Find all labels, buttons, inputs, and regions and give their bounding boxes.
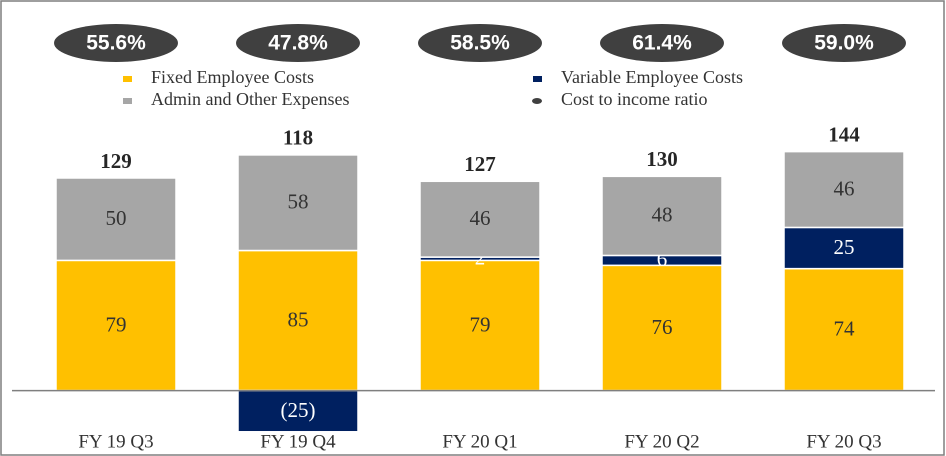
value-label: 79 [470, 312, 491, 336]
bar-segment [783, 150, 905, 229]
x-tick-label: FY 19 Q4 [260, 431, 336, 452]
legend-marker [533, 76, 542, 82]
bar-segment [237, 389, 359, 433]
ratio-marker [782, 24, 906, 62]
bar-segment [55, 177, 177, 262]
value-label: 76 [652, 315, 673, 339]
value-label: 79 [106, 312, 127, 336]
ratio-marker [600, 24, 724, 62]
legend-marker [123, 98, 132, 104]
value-label: 48 [652, 203, 673, 227]
total-label: 129 [100, 149, 132, 173]
ratio-marker [418, 24, 542, 62]
bar-segment [419, 180, 541, 258]
ratio-label: 47.8% [268, 32, 328, 55]
x-tick-label: FY 20 Q3 [806, 431, 881, 452]
ratio-label: 58.5% [450, 32, 510, 55]
bar-segment [601, 264, 723, 392]
legend-marker [532, 98, 542, 104]
ratio-marker [236, 24, 360, 62]
value-label: 58 [288, 190, 309, 214]
total-label: 130 [646, 147, 678, 171]
legend-label: Cost to income ratio [561, 89, 707, 109]
bar-segment [783, 267, 905, 392]
bar-segment [601, 175, 723, 257]
x-tick-label: FY 20 Q2 [624, 431, 699, 452]
x-tick-label: FY 20 Q1 [442, 431, 517, 452]
total-label: 127 [464, 152, 496, 176]
ratio-label: 55.6% [86, 32, 146, 55]
legend-label: Admin and Other Expenses [151, 89, 349, 109]
bar-segment [237, 154, 359, 252]
total-label: 144 [828, 122, 860, 146]
ratio-label: 61.4% [632, 32, 692, 55]
value-label: 46 [470, 206, 491, 230]
legend-label: Variable Employee Costs [561, 67, 743, 87]
ratio-label: 59.0% [814, 32, 874, 55]
x-tick-label: FY 19 Q3 [78, 431, 153, 452]
bar-segment [237, 249, 359, 392]
value-label: 46 [834, 176, 855, 200]
value-label: 85 [288, 307, 309, 331]
value-label: 50 [106, 206, 127, 230]
legend-marker [123, 76, 132, 82]
ratio-marker [54, 24, 178, 62]
value-label: (25) [281, 398, 316, 422]
total-label: 118 [283, 126, 313, 150]
value-label: 25 [834, 235, 855, 259]
bar-segment [783, 226, 905, 270]
legend-label: Fixed Employee Costs [151, 67, 314, 87]
value-label: 6 [657, 247, 668, 271]
value-label: 74 [834, 316, 856, 340]
